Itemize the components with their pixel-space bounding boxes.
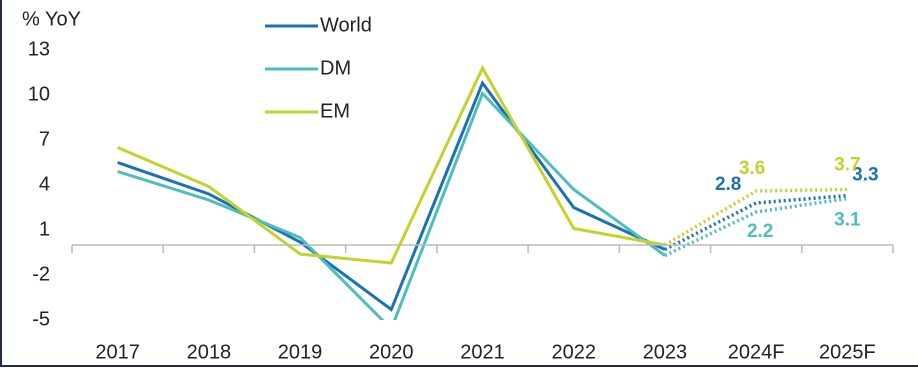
y-axis-label: % YoY	[22, 8, 81, 30]
y-tick-label: 1	[39, 218, 50, 240]
series-line	[117, 64, 666, 265]
y-tick-label: 7	[39, 128, 50, 150]
x-tick-label: 2025F	[819, 341, 876, 363]
series-line	[117, 79, 666, 312]
legend-label: DM	[320, 57, 351, 79]
x-tick-label: 2017	[95, 341, 140, 363]
forecast-line	[664, 187, 848, 247]
x-tick-label: 2018	[187, 341, 232, 363]
data-label: 3.6	[739, 158, 765, 179]
data-label: 3.3	[852, 165, 878, 186]
y-tick-label: -5	[32, 308, 50, 330]
y-tick-label: 10	[28, 83, 50, 105]
x-tick-label: 2024F	[728, 341, 785, 363]
forecast-line	[664, 196, 848, 258]
y-tick-label: 4	[39, 173, 50, 195]
x-tick-label: 2022	[551, 341, 596, 363]
x-tick-label: 2021	[460, 341, 505, 363]
series-line	[117, 90, 666, 320]
x-tick-label: 2023	[643, 341, 688, 363]
x-tick-label: 2020	[369, 341, 414, 363]
data-label: 2.2	[747, 221, 773, 242]
data-label: 3.7	[834, 155, 860, 176]
legend-label: World	[320, 14, 372, 36]
data-label: 3.1	[834, 210, 861, 231]
x-tick-label: 2019	[278, 341, 323, 363]
y-tick-label: -2	[32, 263, 50, 285]
legend-label: EM	[320, 100, 350, 122]
data-label: 2.8	[715, 174, 741, 195]
plot-area	[117, 64, 848, 320]
y-tick-label: 13	[28, 38, 50, 60]
